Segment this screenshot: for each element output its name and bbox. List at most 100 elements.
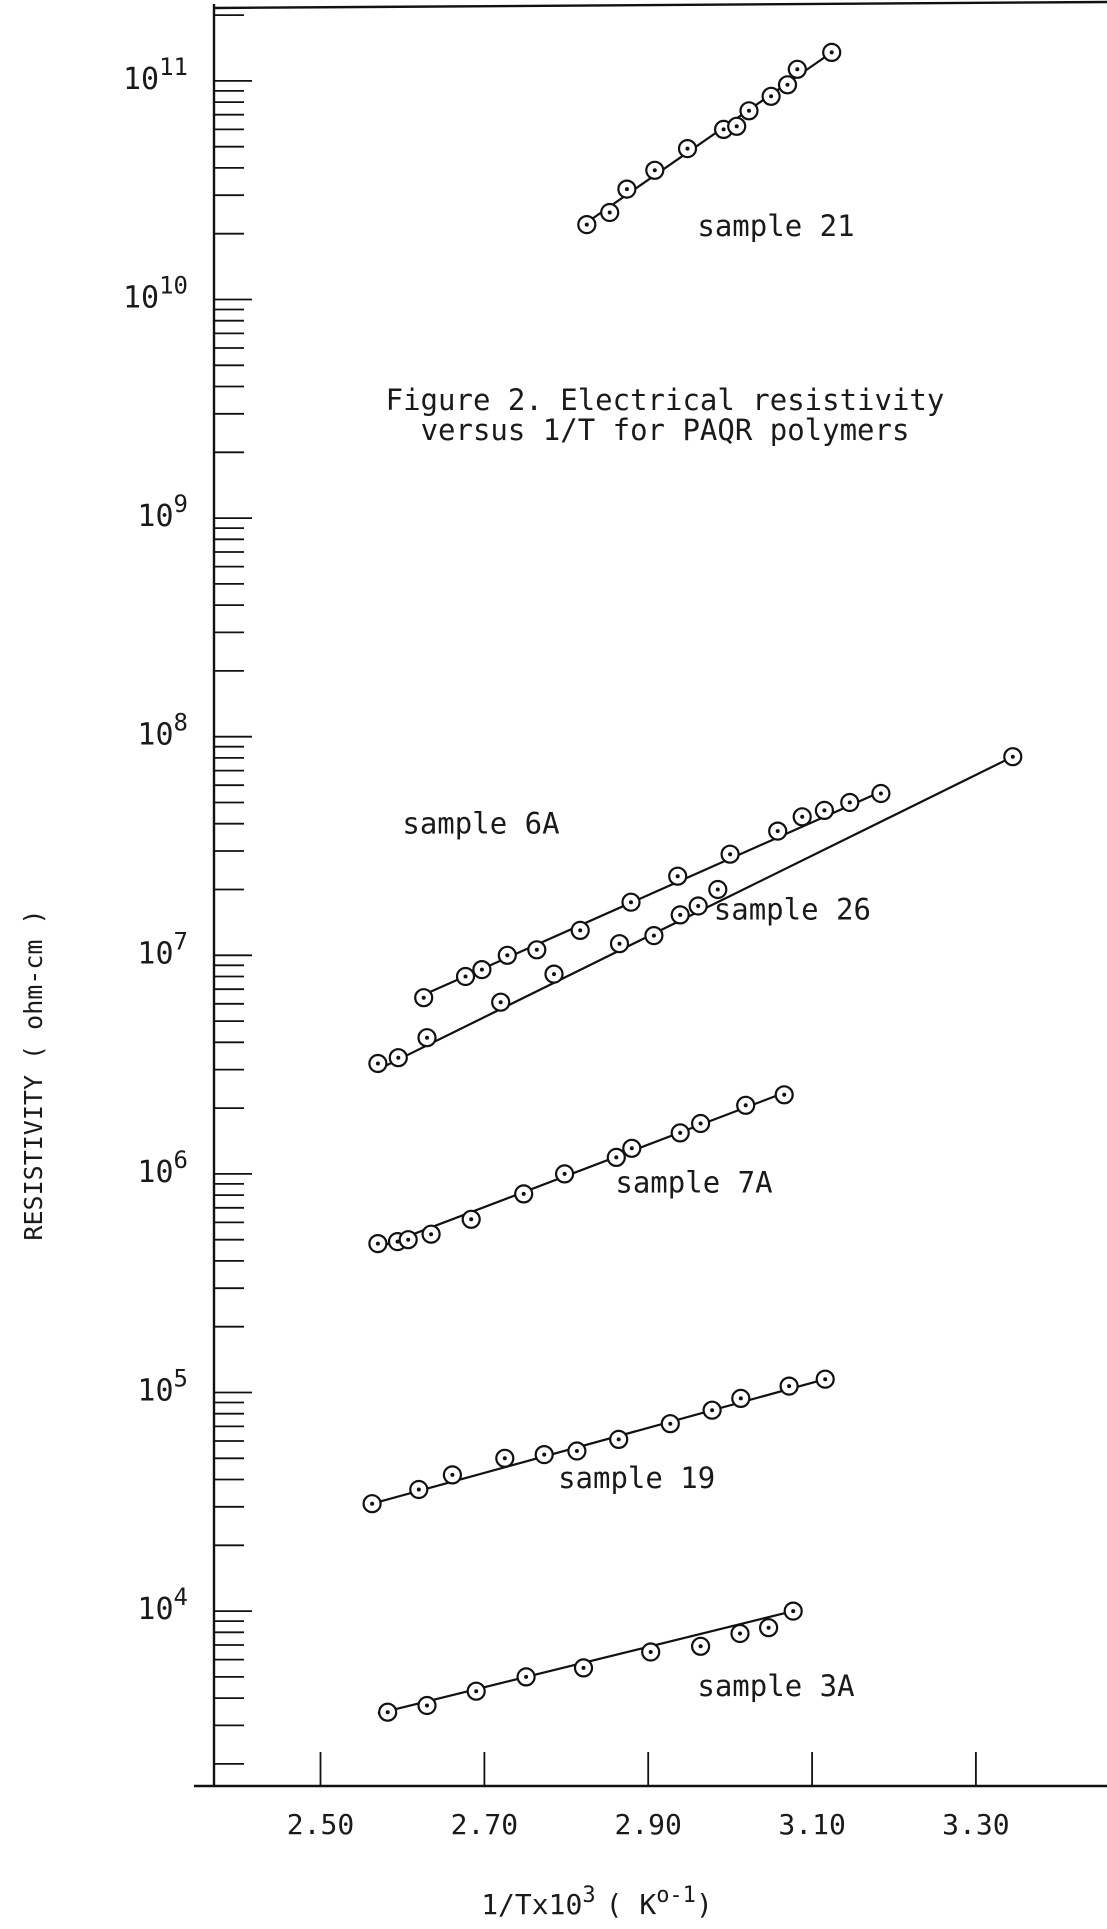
x-tick-label: 3.10 (778, 1808, 845, 1841)
sample-26-point (388, 1048, 408, 1068)
point-marker-dot (581, 1665, 586, 1670)
point-marker-dot (406, 1237, 411, 1242)
y-tick-label-exponent: 9 (174, 490, 188, 518)
sample-19-point (362, 1494, 382, 1514)
point-marker-dot (1010, 754, 1015, 759)
y-tick-label-base: 10 (123, 62, 159, 97)
y-tick-label: 1010 (123, 272, 188, 316)
point-marker-dot (416, 1487, 421, 1492)
point-marker-dot (607, 210, 612, 215)
sample-19-point (442, 1465, 462, 1485)
point-marker-dot (721, 127, 726, 132)
x-axis-title: 1/Tx103 ( Ko-1) (481, 1883, 713, 1921)
sample-3a-label: sample 3A (697, 1669, 854, 1703)
x-axis-title-text: 1/Tx10 (481, 1888, 582, 1921)
sample-19-point (731, 1388, 751, 1409)
plot-frame-top (213, 0, 1107, 10)
sample-26-point (670, 905, 690, 925)
point-marker-dot (614, 1155, 619, 1160)
point-marker-dot (616, 1437, 621, 1442)
sample-19-point (609, 1429, 629, 1450)
sample-6a-point (814, 800, 835, 821)
point-marker-dot (651, 933, 656, 938)
sample-7a-fit-line (377, 1091, 785, 1249)
x-tick-label: 2.50 (287, 1808, 354, 1841)
y-tick-label-exponent: 7 (174, 927, 188, 955)
sample-26-point (708, 879, 728, 900)
y-tick-label-exponent: 10 (159, 272, 188, 300)
point-marker-dot (562, 1171, 567, 1176)
x-tick-label: 3.30 (942, 1808, 1009, 1841)
sample-6a-label: sample 6A (402, 807, 559, 841)
sample-6a-point (792, 807, 812, 827)
point-marker-dot (822, 808, 827, 813)
sample-26-point (417, 1028, 437, 1048)
sample-3a-point (573, 1658, 594, 1678)
x-ticks: 2.50 2.70 2.90 3.10 3.30 (287, 1752, 1010, 1841)
sample-21-point (739, 101, 759, 121)
y-tick-label: 108 (137, 709, 188, 753)
sample-19-point (495, 1448, 515, 1468)
sample-26-point (609, 934, 630, 954)
point-marker-dot (498, 1000, 503, 1005)
y-tick-label: 104 (137, 1583, 188, 1627)
sample-21-point (617, 179, 637, 199)
point-marker-dot (469, 1217, 474, 1222)
point-marker-dot (584, 222, 589, 227)
point-marker-dot (421, 995, 426, 1000)
sample-21-label: sample 21 (697, 209, 854, 243)
point-marker-dot (787, 1384, 792, 1389)
sample-7a-point (622, 1138, 642, 1158)
point-marker-dot (542, 1452, 547, 1457)
y-tick-label-exponent: 4 (174, 1583, 188, 1611)
sample-7a-point (421, 1224, 441, 1244)
sample-19-point (815, 1369, 835, 1389)
point-marker-dot (370, 1501, 375, 1506)
sample-6a-point (570, 920, 590, 941)
point-marker-dot (775, 829, 780, 834)
sample-26-point (1003, 747, 1023, 767)
point-marker-dot (524, 1674, 529, 1679)
point-marker-dot (425, 1703, 429, 1708)
point-marker-dot (785, 82, 790, 87)
point-marker-dot (734, 124, 739, 129)
point-marker-dot (574, 1449, 579, 1453)
y-tick-label-exponent: 6 (174, 1146, 188, 1174)
y-tick-label-exponent: 5 (174, 1365, 188, 1393)
point-marker-dot (738, 1631, 742, 1636)
sample-19-point (409, 1479, 429, 1500)
series-labels: sample 21 sample 6A sample 26 sample 7A samp… (402, 209, 871, 1703)
y-tick-label-exponent: 11 (159, 53, 188, 81)
sample-3a-point (378, 1702, 398, 1722)
point-marker-dot (675, 874, 680, 879)
point-marker-dot (766, 1625, 771, 1630)
sample-7a-point (514, 1184, 534, 1204)
sample-3a-point (417, 1695, 437, 1716)
sample-6a-point (840, 792, 860, 813)
sample-3a-point (641, 1642, 661, 1662)
sample-6a-point (871, 783, 891, 804)
point-marker-dot (629, 1146, 634, 1151)
sample-6a-point (497, 945, 517, 965)
y-tick-label: 109 (137, 490, 188, 534)
point-marker-dot (769, 94, 774, 99)
point-marker-dot (578, 928, 583, 933)
sample-7a-point (368, 1233, 388, 1254)
x-axis-title-unit-open: ( K (606, 1888, 657, 1921)
point-marker-dot (463, 974, 468, 979)
point-marker-dot (800, 814, 805, 819)
sample-26-point (644, 925, 664, 946)
sample-7a-point (554, 1164, 575, 1184)
sample-19-point (660, 1414, 680, 1434)
point-marker-dot (429, 1232, 434, 1237)
sample-6a-point (720, 844, 740, 864)
point-marker-dot (668, 1421, 673, 1426)
sample-21-point (645, 160, 665, 180)
sample-21-point (577, 215, 597, 235)
sample-19-point (702, 1400, 722, 1420)
y-tick-label-base: 10 (123, 281, 159, 316)
sample-6a-point (414, 988, 434, 1008)
point-marker-dot (505, 953, 510, 958)
